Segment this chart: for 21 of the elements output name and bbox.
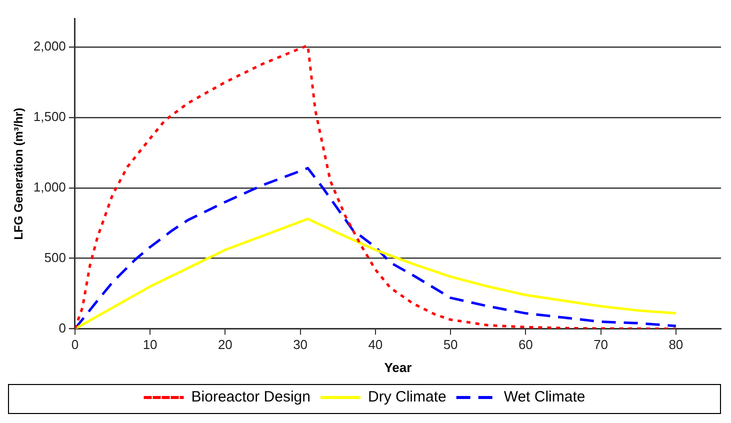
x-tick-label: 10 xyxy=(142,337,158,352)
y-tick-label: 0 xyxy=(58,320,66,336)
y-tick-label: 1,000 xyxy=(33,179,66,194)
y-tick-label: 500 xyxy=(44,250,66,265)
y-tick-label: 1,500 xyxy=(33,109,66,124)
x-tick-label: 0 xyxy=(71,337,79,352)
x-tick-label: 30 xyxy=(293,337,308,352)
legend-label: Bioreactor Design xyxy=(191,388,310,406)
x-tick-label: 70 xyxy=(594,337,608,352)
line-series xyxy=(74,44,678,329)
y-axis-title: LFG Generation (m³/hr) xyxy=(12,108,26,240)
y-tick-label: 2,000 xyxy=(33,38,66,54)
x-tick-label: 20 xyxy=(218,337,232,352)
x-tick-label: 60 xyxy=(518,337,533,352)
x-tick-label: 80 xyxy=(668,337,684,352)
x-tick-label: 40 xyxy=(368,337,383,352)
x-axis-title: Year xyxy=(384,360,412,375)
legend-label: Dry Climate xyxy=(368,388,446,406)
legend-label: Wet Climate xyxy=(504,388,586,406)
x-tick-label: 50 xyxy=(443,337,458,352)
line-series xyxy=(74,166,678,329)
